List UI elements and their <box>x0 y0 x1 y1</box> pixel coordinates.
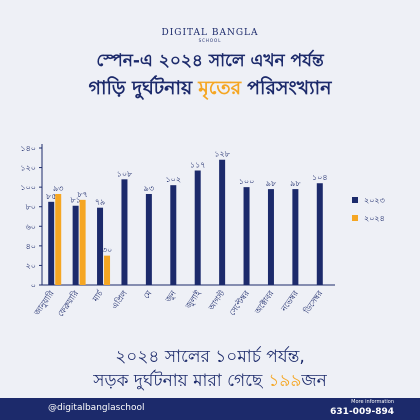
title-highlight: মৃতের <box>198 77 242 99</box>
legend-label: ২০২৩ <box>364 196 385 205</box>
bar <box>194 170 201 285</box>
value-label: ৯৮ <box>266 179 277 188</box>
phone: 631-009-894 <box>330 407 394 417</box>
bar <box>104 255 111 285</box>
y-tick-label: ৬০ <box>26 222 36 231</box>
logo-sub: SCHOOL <box>198 38 222 43</box>
note: ২০২৪ সালের ১০মার্চ পর্যন্ত, <box>115 347 305 367</box>
value-label: ৮১ <box>70 196 80 205</box>
note-part: সড়ক দুর্ঘটনায় মারা গেছে <box>93 371 263 391</box>
value-label: ৮৫ <box>46 192 56 201</box>
bar <box>55 193 62 285</box>
value-label: ১০৮ <box>117 169 133 178</box>
y-tick-label: ৮০ <box>26 203 36 212</box>
value-label: ৭৯ <box>95 198 105 207</box>
bar <box>219 159 226 285</box>
y-tick-label: ০ <box>31 281 36 290</box>
value-label: ৯৩ <box>144 184 154 193</box>
x-tick-label: এপ্রিল <box>110 288 130 311</box>
bar <box>170 185 177 285</box>
handle: @digitalbanglaschool <box>48 403 145 413</box>
value-label: ৯৮ <box>290 179 301 188</box>
title: স্পেন-এ ২০২৪ সালে এখন পর্যন্ত <box>96 51 324 71</box>
x-tick-label: ফেব্রুয়ারি <box>56 288 81 318</box>
bar <box>145 193 152 285</box>
x-tick-label: ডিসেম্বর <box>302 289 325 317</box>
title-part: গাড়ি দুর্ঘটনায় <box>88 77 193 99</box>
value-label: ৮৭ <box>77 190 87 199</box>
legend-swatch <box>352 197 358 203</box>
value-label: ৩০ <box>102 246 112 255</box>
value-label: ১০০ <box>239 177 255 186</box>
bar <box>292 189 299 285</box>
title: গাড়ি দুর্ঘটনায় মৃতের পরিসংখ্যান <box>0 74 420 106</box>
value-label: ১১৭ <box>190 161 206 170</box>
bar <box>97 207 104 285</box>
bar <box>121 179 128 285</box>
bar <box>267 189 274 285</box>
note: সড়ক দুর্ঘটনায় মারা গেছে ১৯৯জন <box>0 368 420 396</box>
x-tick-label: আগস্ট <box>205 288 227 313</box>
value-label: ৯৩ <box>53 184 63 193</box>
y-tick-label: ২০ <box>26 261 36 270</box>
x-tick-label: জুন <box>163 289 178 305</box>
value-label: ১০২ <box>165 175 181 184</box>
y-tick-label: ৪০ <box>26 242 36 251</box>
x-tick-label: সেপ্টেম্বর <box>228 288 252 317</box>
x-tick-label: জানুয়ারি <box>32 289 56 318</box>
x-tick-label: জুলাই <box>183 288 203 311</box>
y-tick-label: ১০০ <box>20 183 36 192</box>
bar <box>48 201 55 285</box>
y-tick-label: ১২০ <box>20 164 36 173</box>
bar <box>72 205 79 285</box>
y-tick-label: ১৪০ <box>20 144 36 153</box>
value-label: ১২৮ <box>214 150 230 159</box>
logo-name: DIGITAL BANGLA <box>161 28 259 38</box>
note-highlight: ১৯৯ <box>268 371 302 391</box>
x-tick-label: মার্চ <box>90 288 105 304</box>
legend-label: ২০২৪ <box>364 214 385 223</box>
x-tick-label: মে <box>142 289 154 301</box>
bar <box>316 183 323 285</box>
value-label: ১০৪ <box>312 173 328 182</box>
logo: DIGITAL BANGLA SCHOOL <box>0 6 420 43</box>
x-tick-label: নভেম্বর <box>279 289 301 314</box>
footer: @digitalbanglaschool More information 63… <box>0 398 420 420</box>
info: More information <box>351 399 394 405</box>
bar <box>79 199 86 285</box>
title-part: পরিসংখ্যান <box>247 77 332 99</box>
bar <box>243 187 250 285</box>
legend-swatch <box>352 215 358 221</box>
x-tick-label: অক্টোবর <box>253 289 276 317</box>
note-part: জন <box>301 371 327 391</box>
